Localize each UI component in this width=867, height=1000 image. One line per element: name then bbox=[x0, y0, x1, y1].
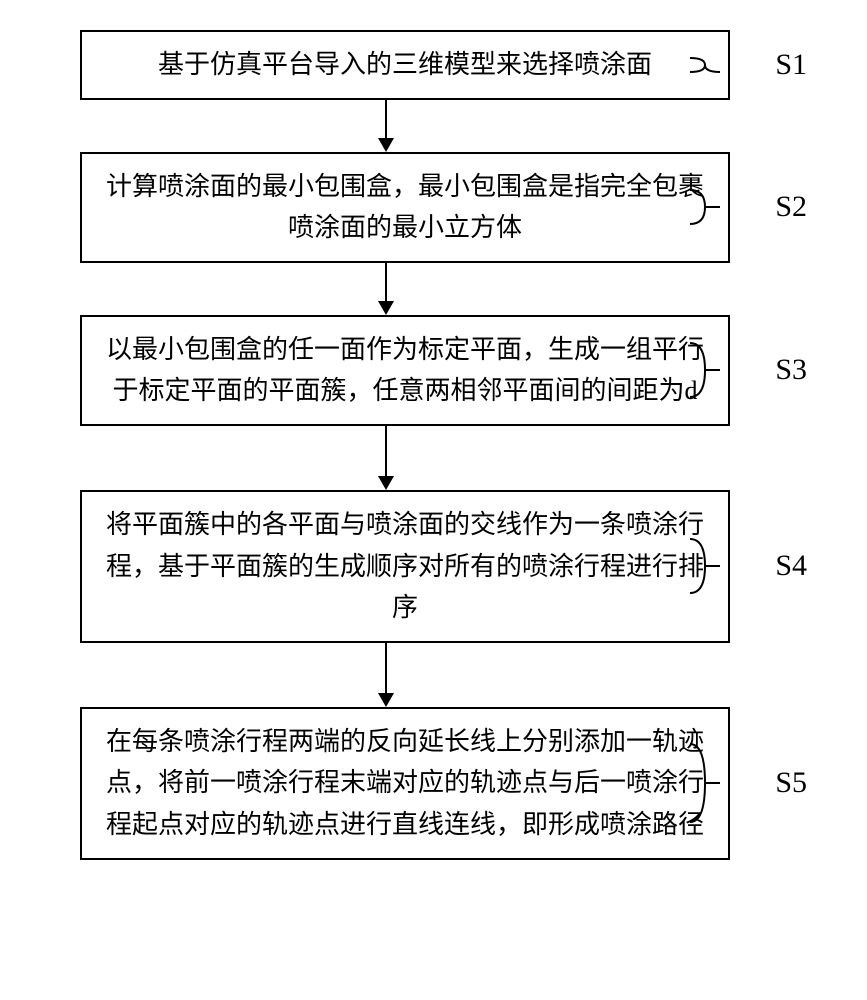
step-label-5: S5 bbox=[775, 766, 807, 800]
connector-5 bbox=[690, 738, 715, 828]
step-text-2: 计算喷涂面的最小包围盒，最小包围盒是指完全包裹喷涂面的最小立方体 bbox=[106, 172, 704, 243]
arrow-head bbox=[378, 476, 394, 490]
arrow-3 bbox=[378, 426, 394, 490]
step-box-5: 在每条喷涂行程两端的反向延长线上分别添加一轨迹点，将前一喷涂行程末端对应的轨迹点… bbox=[80, 707, 730, 860]
arrow-head bbox=[378, 693, 394, 707]
arrow-head bbox=[378, 301, 394, 315]
step-box-3: 以最小包围盒的任一面作为标定平面，生成一组平行于标定平面的平面簇，任意两相邻平面… bbox=[80, 315, 730, 426]
step-row-2: 计算喷涂面的最小包围盒，最小包围盒是指完全包裹喷涂面的最小立方体 S2 bbox=[40, 152, 827, 263]
arrow-line bbox=[385, 426, 387, 476]
arrow-4 bbox=[378, 643, 394, 707]
step-label-4: S4 bbox=[775, 549, 807, 583]
step-box-1: 基于仿真平台导入的三维模型来选择喷涂面 bbox=[80, 30, 730, 100]
step-row-3: 以最小包围盒的任一面作为标定平面，生成一组平行于标定平面的平面簇，任意两相邻平面… bbox=[40, 315, 827, 426]
arrow-1 bbox=[378, 100, 394, 152]
connector-3 bbox=[690, 337, 715, 403]
arrow-line bbox=[385, 100, 387, 138]
step-label-3: S3 bbox=[775, 353, 807, 387]
step-box-2: 计算喷涂面的最小包围盒，最小包围盒是指完全包裹喷涂面的最小立方体 bbox=[80, 152, 730, 263]
connector-2 bbox=[690, 184, 715, 230]
arrow-line bbox=[385, 643, 387, 693]
step-row-5: 在每条喷涂行程两端的反向延长线上分别添加一轨迹点，将前一喷涂行程末端对应的轨迹点… bbox=[40, 707, 827, 860]
step-text-1: 基于仿真平台导入的三维模型来选择喷涂面 bbox=[158, 50, 652, 79]
connector-4 bbox=[690, 533, 715, 599]
step-text-5: 在每条喷涂行程两端的反向延长线上分别添加一轨迹点，将前一喷涂行程末端对应的轨迹点… bbox=[106, 727, 704, 839]
step-row-1: 基于仿真平台导入的三维模型来选择喷涂面 S1 bbox=[40, 30, 827, 100]
arrow-head bbox=[378, 138, 394, 152]
step-label-2: S2 bbox=[775, 190, 807, 224]
arrow-line bbox=[385, 263, 387, 301]
arrow-2 bbox=[378, 263, 394, 315]
connector-1 bbox=[690, 50, 715, 80]
step-box-4: 将平面簇中的各平面与喷涂面的交线作为一条喷涂行程，基于平面簇的生成顺序对所有的喷… bbox=[80, 490, 730, 643]
flowchart-container: 基于仿真平台导入的三维模型来选择喷涂面 S1 计算喷涂面的最小包围盒，最小包围盒… bbox=[40, 30, 827, 860]
step-row-4: 将平面簇中的各平面与喷涂面的交线作为一条喷涂行程，基于平面簇的生成顺序对所有的喷… bbox=[40, 490, 827, 643]
step-text-3: 以最小包围盒的任一面作为标定平面，生成一组平行于标定平面的平面簇，任意两相邻平面… bbox=[106, 335, 704, 406]
step-label-1: S1 bbox=[775, 48, 807, 82]
step-text-4: 将平面簇中的各平面与喷涂面的交线作为一条喷涂行程，基于平面簇的生成顺序对所有的喷… bbox=[106, 510, 704, 622]
